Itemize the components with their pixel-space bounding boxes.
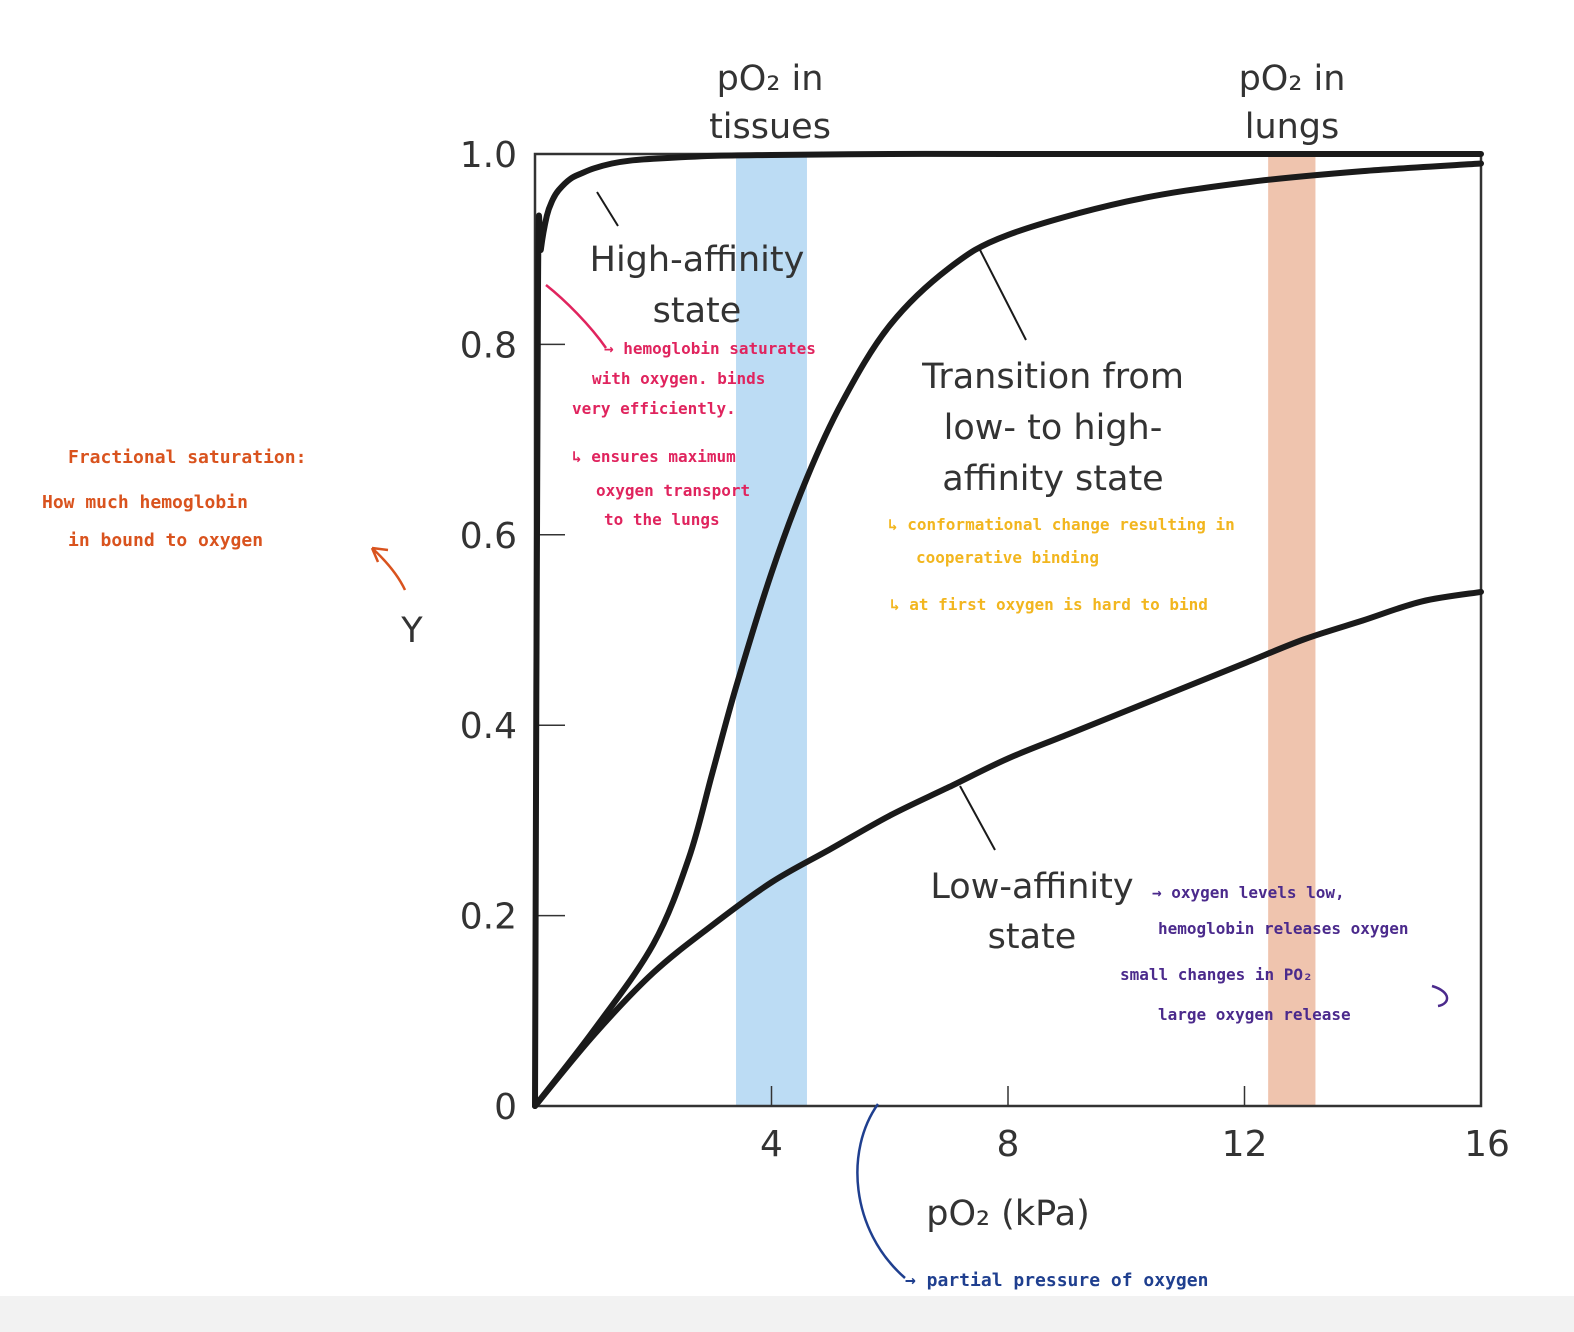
state-label-transition-line2: low- to high- (944, 408, 1163, 448)
annotation-blue-arrow (856, 1103, 906, 1279)
annotation-red-line1: → hemoglobin saturates (604, 339, 816, 358)
footer-bar (0, 1296, 1574, 1332)
annotation-purple-line2: hemoglobin releases oxygen (1158, 919, 1408, 938)
annotation-red-line5: oxygen transport (596, 481, 750, 500)
state-label-low-line2: state (988, 917, 1077, 957)
annotation-purple-line3: small changes in PO₂ (1120, 965, 1313, 984)
y-tick-label: 0.6 (460, 516, 517, 557)
annotation-red-line6: to the lungs (604, 510, 720, 529)
y-axis-label: Y (400, 611, 423, 651)
state-label-high-line1: High-affinity (590, 240, 805, 280)
annotation-red-line2: with oxygen. binds (592, 369, 765, 388)
annotation-orange-line3: in bound to oxygen (68, 530, 263, 551)
annotation-blue-line1: → partial pressure of oxygen (905, 1270, 1208, 1291)
x-tick-label: 12 (1222, 1124, 1268, 1165)
curve-low-affinity (532, 588, 1484, 1109)
y-tick-label: 1.0 (460, 135, 517, 176)
x-tick-label: 4 (760, 1124, 783, 1165)
annotation-orange-line2: How much hemoglobin (42, 492, 248, 513)
y-tick-label: 0.8 (460, 325, 517, 366)
annotation-purple-line4: large oxygen release (1158, 1005, 1351, 1024)
annotation-yellow-line3: ↳ at first oxygen is hard to bind (890, 595, 1208, 614)
annotation-red-arrow (545, 284, 608, 349)
curves-layer (532, 150, 1484, 1109)
ticks-layer: 4 8 12 16 0 0.2 0.4 0.6 0.8 1.0 (460, 135, 1510, 1165)
curve-transition (532, 160, 1484, 1109)
leader-line-high (596, 191, 619, 227)
state-label-low-line1: Low-affinity (930, 867, 1133, 907)
state-label-transition-line1: Transition from (921, 357, 1184, 397)
bands-layer (736, 154, 1316, 1106)
annotation-yellow-line2: cooperative binding (916, 548, 1099, 567)
band-label-tissues-line2: tissues (709, 107, 831, 147)
band-labels: pO₂ in tissues pO₂ in lungs (709, 59, 1345, 147)
annotation-yellow-line1: ↳ conformational change resulting in (888, 515, 1235, 534)
y-tick-label: 0 (494, 1087, 517, 1128)
annotation-purple-arrow (1431, 984, 1449, 1008)
annotation-blue: → partial pressure of oxygen (856, 1103, 1208, 1291)
leader-line-transition (977, 245, 1027, 341)
y-tick-label: 0.4 (460, 706, 517, 747)
annotation-yellow: ↳ conformational change resulting in coo… (888, 515, 1235, 614)
x-tick-label: 16 (1464, 1124, 1510, 1165)
y-tick-label: 0.2 (460, 897, 517, 938)
state-label-high-line2: state (653, 291, 742, 331)
annotation-red-line4: ↳ ensures maximum (572, 447, 736, 466)
annotation-purple: → oxygen levels low, hemoglobin releases… (1120, 883, 1449, 1024)
annotation-red-line3: very efficiently. (572, 399, 736, 418)
band-lungs (1268, 154, 1316, 1106)
x-tick-label: 8 (997, 1124, 1020, 1165)
band-label-lungs-line1: pO₂ in (1239, 59, 1346, 99)
x-axis-label: pO₂ (kPa) (926, 1194, 1089, 1234)
annotation-red: → hemoglobin saturates with oxygen. bind… (545, 284, 816, 529)
band-label-tissues-line1: pO₂ in (717, 59, 824, 99)
state-labels: High-affinity state Transition from low-… (590, 240, 1184, 957)
curve-high-affinity (532, 150, 1484, 1109)
band-tissues (736, 154, 807, 1106)
leader-line-low (959, 785, 996, 851)
annotation-orange: Fractional saturation: How much hemoglob… (42, 447, 407, 591)
state-label-transition-line3: affinity state (942, 459, 1163, 499)
band-label-lungs-line2: lungs (1245, 107, 1340, 147)
leader-lines (596, 191, 1027, 851)
annotation-purple-line1: → oxygen levels low, (1152, 883, 1345, 902)
annotation-orange-arrow (370, 546, 407, 591)
annotation-orange-line1: Fractional saturation: (68, 447, 306, 468)
